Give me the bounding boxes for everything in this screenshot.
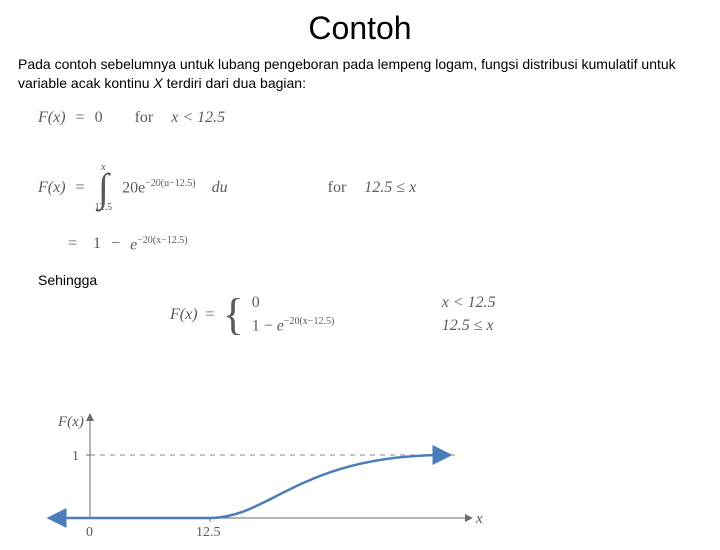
svg-text:F(x): F(x) <box>57 414 84 430</box>
eq1-lhs: F(x) <box>38 109 66 127</box>
eq2-for: for <box>328 179 347 197</box>
pw2-e: e <box>277 317 284 334</box>
eq1-for: for <box>135 109 154 127</box>
eq2-lhs: F(x) <box>38 179 66 197</box>
pw-rows: 0 x < 12.5 1 − e−20(x−12.5) 12.5 ≤ x <box>252 294 572 335</box>
cdf-chart: F(x) 1 0 12.5 x <box>40 410 500 540</box>
pw-row2-expr: 1 − e−20(x−12.5) <box>252 316 442 335</box>
pw2-minus: − <box>264 317 273 334</box>
page-title: Contoh <box>0 10 720 47</box>
eq2-eq: = <box>76 179 85 197</box>
intro-paragraph: Pada contoh sebelumnya untuk lubang peng… <box>0 55 720 93</box>
eq1-eq: = <box>76 109 85 127</box>
pw2-one: 1 <box>252 317 260 334</box>
pw-row1-expr: 0 <box>252 294 442 312</box>
pw-row1-cond: x < 12.5 <box>442 294 572 312</box>
pw-brace: { <box>223 296 244 333</box>
eq1-rhs: 0 <box>95 109 103 127</box>
eq3-eq: = <box>68 235 77 253</box>
intro-pre: Pada contoh sebelumnya untuk lubang peng… <box>18 56 676 91</box>
integral-symbol: x ∫ 12.5 <box>95 162 113 213</box>
svg-text:1: 1 <box>72 449 79 464</box>
eq3-exp: e−20(x−12.5) <box>130 235 188 254</box>
integrand-base: 20e <box>122 179 145 196</box>
intro-post: terdiri dari dua bagian: <box>163 75 306 91</box>
int-lower: 12.5 <box>95 203 113 213</box>
pw-row2: 1 − e−20(x−12.5) 12.5 ≤ x <box>252 316 572 335</box>
equation-2: F(x) = x ∫ 12.5 20e−20(u−12.5) du for 12… <box>0 151 720 225</box>
integrand: 20e−20(u−12.5) <box>122 178 196 197</box>
eq3-minus: − <box>111 235 120 253</box>
pw2-exp: −20(x−12.5) <box>284 316 334 327</box>
piecewise-equation: F(x) = { 0 x < 12.5 1 − e−20(x−12.5) 12.… <box>0 294 720 335</box>
svg-text:12.5: 12.5 <box>196 525 221 540</box>
pw-lhs: F(x) <box>170 306 198 324</box>
eq3-one: 1 <box>93 235 101 253</box>
eq2-cond: 12.5 ≤ x <box>364 179 416 197</box>
eq2-du: du <box>212 179 228 197</box>
sehingga-label: Sehingga <box>0 272 720 288</box>
equation-3: = 1 − e−20(x−12.5) <box>0 235 720 254</box>
eq1-cond: x < 12.5 <box>171 109 225 127</box>
pw-eq: = <box>206 306 215 324</box>
equation-1: F(x) = 0 for x < 12.5 <box>0 109 720 127</box>
intro-var: X <box>153 75 162 91</box>
svg-text:0: 0 <box>86 525 93 540</box>
eq3-exponent: −20(x−12.5) <box>137 235 187 246</box>
svg-text:x: x <box>475 511 483 527</box>
pw-row2-cond: 12.5 ≤ x <box>442 317 572 335</box>
integrand-exp: −20(u−12.5) <box>145 178 195 189</box>
int-sign: ∫ <box>98 173 109 203</box>
cdf-svg: F(x) 1 0 12.5 x <box>40 410 500 540</box>
pw-row1: 0 x < 12.5 <box>252 294 572 312</box>
